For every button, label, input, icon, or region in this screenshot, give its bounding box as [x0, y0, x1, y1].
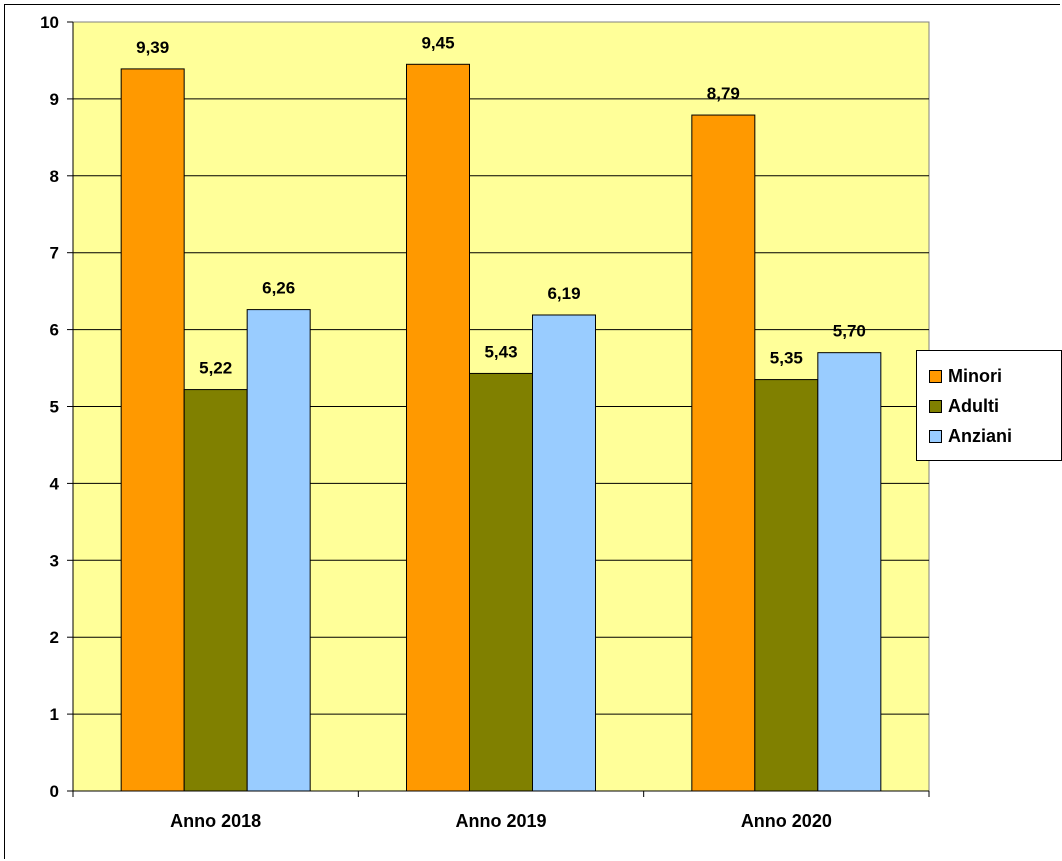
legend-item-adulti: Adulti: [929, 391, 1061, 421]
legend-item-anziani: Anziani: [929, 421, 1061, 451]
legend-label-anziani: Anziani: [948, 425, 1013, 446]
bar-anziani: [817, 352, 882, 792]
data-label: 9,39: [136, 38, 169, 57]
y-tick-label: 10: [40, 13, 59, 32]
y-tick-label: 1: [50, 705, 59, 724]
x-tick-label: Anno 2020: [741, 811, 832, 831]
data-label: 9,45: [421, 33, 454, 52]
legend-label-minori: Minori: [948, 365, 1002, 386]
bar-adulti: [183, 389, 248, 792]
y-tick-label: 6: [50, 321, 59, 340]
bar-anziani: [532, 314, 596, 792]
x-tick-label: Anno 2019: [455, 811, 546, 831]
legend-label-adulti: Adulti: [948, 395, 999, 416]
legend: Minori Adulti Anziani: [916, 350, 1062, 461]
data-label: 8,79: [707, 84, 740, 103]
data-label: 6,26: [262, 279, 295, 298]
y-tick-label: 3: [50, 551, 59, 570]
y-tick-label: 2: [50, 628, 59, 647]
x-tick-label: Anno 2018: [170, 811, 261, 831]
y-tick-label: 4: [50, 474, 60, 493]
y-tick-label: 8: [50, 167, 59, 186]
bar-minori: [406, 63, 470, 792]
bar-adulti: [754, 379, 819, 792]
data-label: 5,43: [484, 342, 517, 361]
legend-swatch-anziani: [929, 429, 942, 443]
legend-swatch-adulti: [929, 399, 942, 413]
legend-item-minori: Minori: [929, 361, 1061, 391]
legend-swatch-minori: [929, 369, 942, 383]
data-label: 6,19: [547, 284, 580, 303]
bar-anziani: [246, 309, 311, 792]
y-tick-label: 9: [50, 90, 59, 109]
bar-minori: [120, 68, 185, 792]
data-label: 5,22: [199, 359, 232, 378]
data-label: 5,70: [833, 322, 866, 341]
y-tick-label: 7: [50, 244, 59, 263]
y-tick-label: 0: [50, 782, 59, 801]
bar-adulti: [469, 372, 533, 792]
bar-minori: [691, 114, 756, 792]
data-label: 5,35: [770, 349, 803, 368]
y-tick-label: 5: [50, 398, 59, 417]
